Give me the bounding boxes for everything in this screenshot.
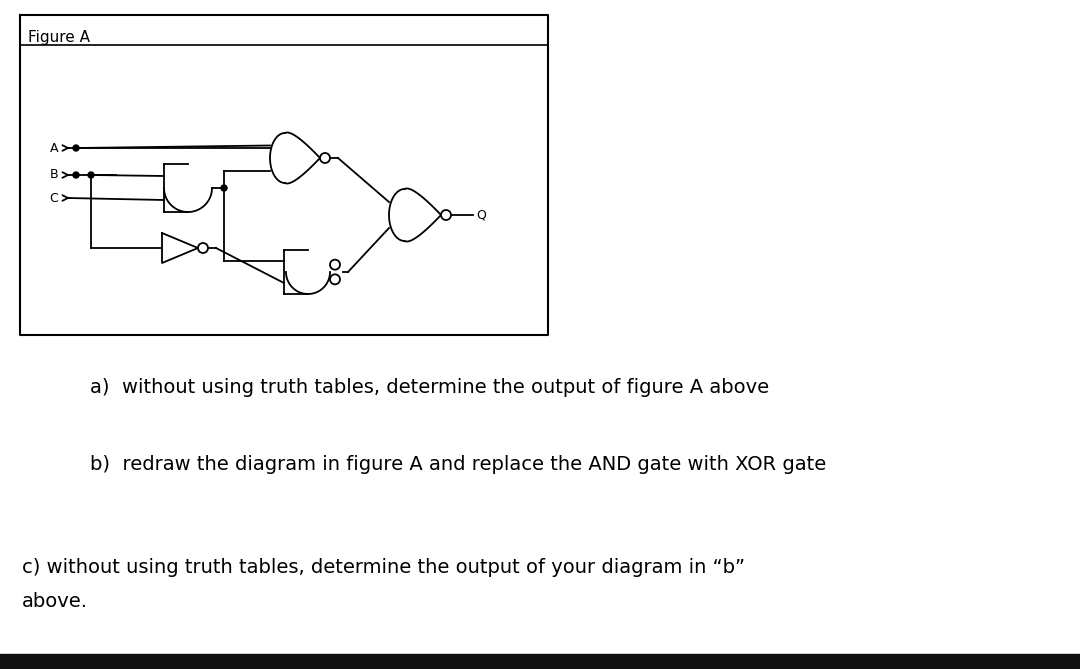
Text: B: B: [50, 169, 58, 181]
Text: above.: above.: [22, 592, 87, 611]
Circle shape: [73, 172, 79, 178]
Text: A: A: [50, 142, 58, 155]
Circle shape: [330, 260, 340, 270]
Circle shape: [330, 274, 340, 284]
Circle shape: [221, 185, 227, 191]
Circle shape: [73, 145, 79, 151]
Text: Q: Q: [476, 209, 486, 221]
Text: c) without using truth tables, determine the output of your diagram in “b”: c) without using truth tables, determine…: [22, 558, 745, 577]
Text: Figure A: Figure A: [28, 30, 90, 45]
Text: C: C: [50, 191, 58, 205]
Text: b)  redraw the diagram in figure A and replace the AND gate with XOR gate: b) redraw the diagram in figure A and re…: [90, 455, 826, 474]
Circle shape: [198, 243, 208, 253]
Circle shape: [320, 153, 330, 163]
Text: a)  without using truth tables, determine the output of figure A above: a) without using truth tables, determine…: [90, 378, 769, 397]
Circle shape: [441, 210, 451, 220]
Circle shape: [87, 172, 94, 178]
